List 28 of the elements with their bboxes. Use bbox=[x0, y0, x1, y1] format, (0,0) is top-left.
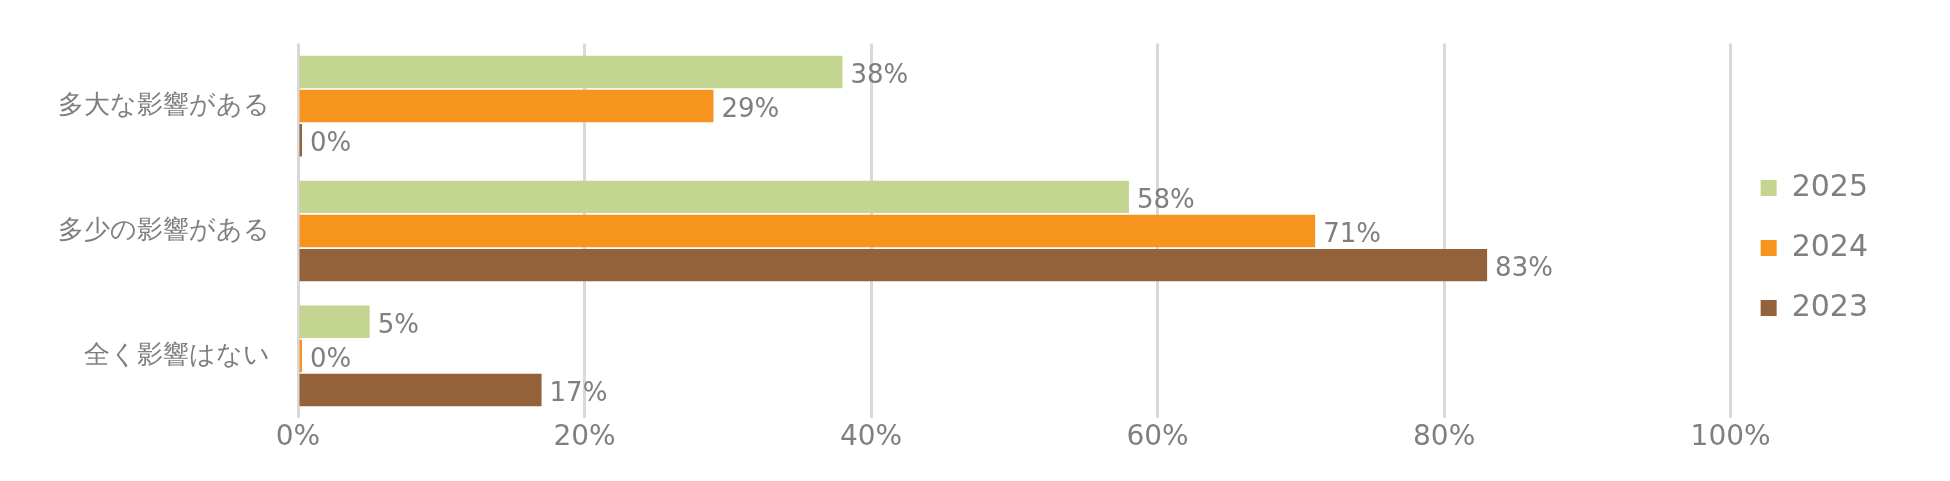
x-tick-label: 0% bbox=[275, 419, 321, 453]
y-tick-label: 全く影響はない bbox=[84, 338, 270, 369]
data-label: 5% bbox=[377, 308, 419, 339]
bar bbox=[299, 89, 714, 123]
bar bbox=[299, 180, 1129, 214]
bar bbox=[299, 55, 843, 89]
bar bbox=[299, 373, 542, 407]
data-label: 29% bbox=[721, 92, 780, 123]
y-tick-label: 多大な影響がある bbox=[58, 88, 270, 119]
x-tick-label: 100% bbox=[1690, 419, 1771, 453]
data-label: 38% bbox=[850, 58, 909, 89]
bar bbox=[299, 305, 370, 339]
legend-label: 2023 bbox=[1791, 287, 1869, 323]
data-label: 58% bbox=[1136, 183, 1195, 214]
x-tick-label: 80% bbox=[1413, 419, 1476, 453]
bar bbox=[299, 214, 1316, 248]
data-label: 0% bbox=[310, 342, 352, 373]
data-label: 0% bbox=[310, 126, 352, 157]
x-tick-label: 40% bbox=[839, 419, 903, 453]
legend-label: 2024 bbox=[1791, 227, 1869, 263]
legend-label: 2025 bbox=[1791, 167, 1869, 203]
bar bbox=[299, 248, 1488, 282]
x-tick-label: 20% bbox=[553, 419, 616, 453]
y-tick-label: 多少の影響がある bbox=[58, 213, 270, 244]
x-tick-label: 60% bbox=[1126, 419, 1189, 453]
data-label: 71% bbox=[1323, 217, 1381, 248]
data-label: 83% bbox=[1495, 251, 1553, 282]
data-label: 17% bbox=[549, 376, 608, 407]
